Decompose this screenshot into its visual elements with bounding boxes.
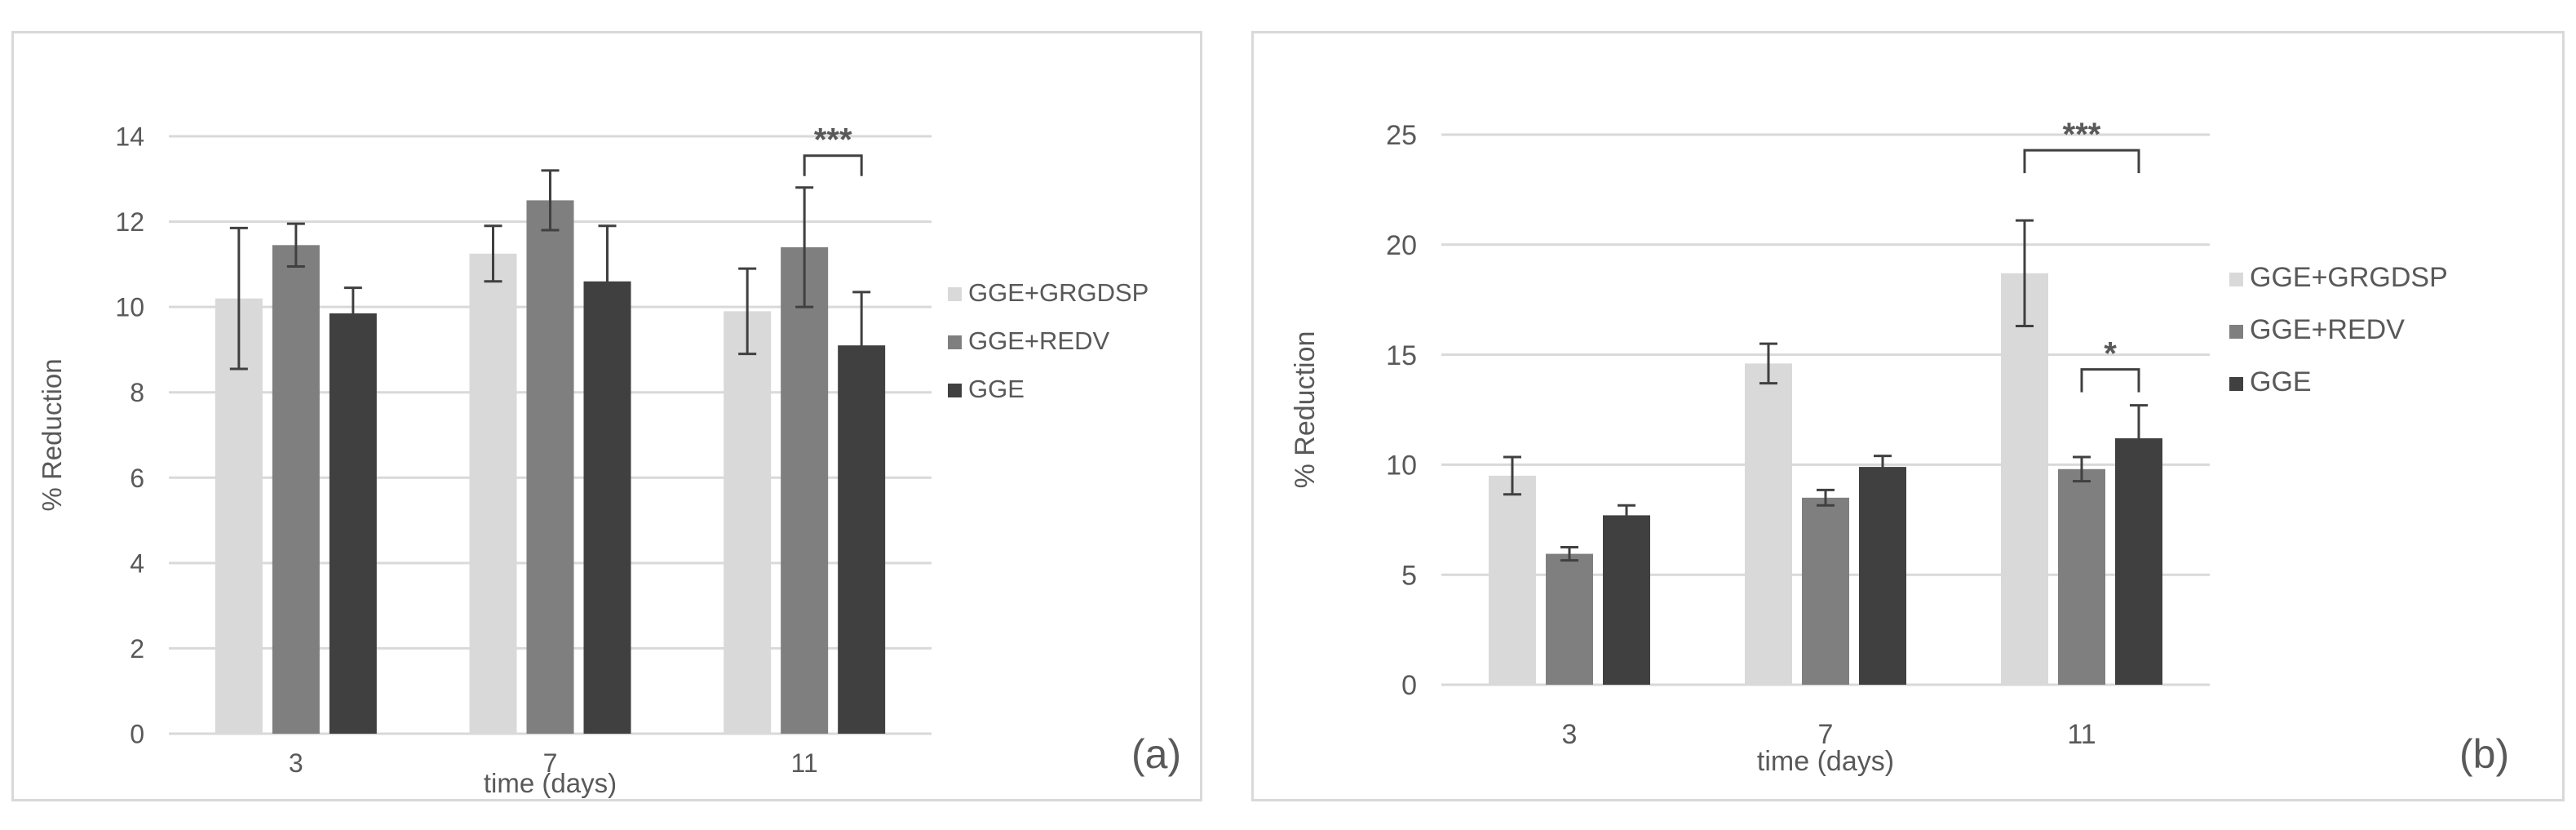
legend-swatch: [2229, 325, 2243, 339]
x-axis-label: time (days): [484, 768, 617, 798]
bar-gge-redv-day-11: [2058, 468, 2105, 685]
bar-gge-day-3: [1603, 515, 1650, 685]
bar-gge-redv-day-11: [781, 246, 829, 734]
y-tick-label: 4: [130, 548, 144, 578]
x-axis-label: time (days): [1757, 746, 1894, 777]
y-tick-label: 10: [115, 293, 144, 322]
bar-gge-day-3: [329, 313, 377, 734]
bar-gge-day-11: [838, 345, 886, 734]
chart-b: 0 5 10 15 20 25 3 7 11 time (days) % Reduction GGE+…: [1290, 117, 2509, 777]
y-tick-label: 8: [130, 378, 144, 407]
significance-bracket: [2080, 368, 2140, 393]
y-tick-label: 0: [130, 720, 144, 749]
y-tick-label: 15: [1386, 340, 1417, 371]
bar-gge-redv-day-3: [1546, 553, 1593, 685]
significance-bracket: [803, 154, 863, 176]
y-axis-label: % Reduction: [1290, 331, 1321, 489]
x-tick-label: 7: [1818, 719, 1834, 750]
bar-gge-grgdsp-day-7: [469, 253, 517, 734]
significance-stars-three: ***: [814, 122, 852, 158]
y-tick-label: 14: [115, 122, 144, 152]
legend-entry: GGE: [968, 375, 1025, 403]
legend-entry: GGE+REDV: [2250, 314, 2405, 345]
bar-gge-day-7: [583, 281, 631, 734]
legend-swatch: [948, 384, 962, 397]
significance-star-one: *: [2104, 336, 2117, 372]
bar-gge-grgdsp-day-3: [1489, 475, 1536, 685]
significance-stars-three: ***: [2063, 117, 2101, 153]
bar-gge-day-11: [2115, 438, 2162, 685]
x-tick-label: 3: [1562, 719, 1578, 750]
y-tick-label: 10: [1386, 451, 1417, 482]
significance-bracket: [2023, 149, 2140, 174]
y-tick-label: 5: [1401, 560, 1417, 591]
y-tick-label: 6: [130, 464, 144, 493]
legend-swatch: [2229, 377, 2243, 391]
x-tick-label: 11: [791, 748, 818, 778]
chart-panel-a: 0 2 4 6 8 10 12 14 3 7 11 time (days) % Reduction GGE…: [11, 31, 1202, 801]
legend-entry: GGE+GRGDSP: [2250, 262, 2448, 293]
legend-entry: GGE+GRGDSP: [968, 278, 1149, 307]
bar-gge-grgdsp-day-3: [215, 298, 263, 735]
bar-gge-redv-day-7: [1802, 497, 1849, 685]
legend-entry: GGE+REDV: [968, 326, 1109, 355]
x-tick-label: 7: [543, 748, 558, 778]
panel-label: (a): [1131, 731, 1181, 777]
bar-gge-grgdsp-day-11: [2001, 273, 2048, 685]
bar-gge-day-7: [1859, 467, 1906, 685]
chart-panel-b: 0 5 10 15 20 25 3 7 11 time (days) % Reduction GGE+…: [1251, 31, 2565, 801]
legend-swatch: [948, 335, 962, 349]
bar-gge-redv-day-3: [272, 245, 320, 734]
y-tick-label: 12: [115, 207, 144, 237]
y-axis-label: % Reduction: [37, 358, 67, 511]
panel-label: (b): [2459, 731, 2509, 777]
y-tick-label: 0: [1401, 670, 1417, 701]
y-tick-label: 20: [1386, 230, 1417, 261]
bar-gge-grgdsp-day-11: [724, 311, 772, 734]
chart-a: 0 2 4 6 8 10 12 14 3 7 11 time (days) % Reduction GGE…: [37, 122, 1181, 798]
x-tick-label: 11: [2067, 719, 2096, 750]
bar-gge-redv-day-7: [526, 200, 574, 734]
y-tick-label: 25: [1386, 120, 1417, 151]
legend-swatch: [2229, 273, 2243, 286]
legend-swatch: [948, 287, 962, 301]
x-tick-label: 3: [289, 748, 303, 778]
bar-gge-grgdsp-day-7: [1745, 363, 1792, 685]
y-tick-label: 2: [130, 634, 144, 664]
legend-entry: GGE: [2250, 366, 2312, 397]
